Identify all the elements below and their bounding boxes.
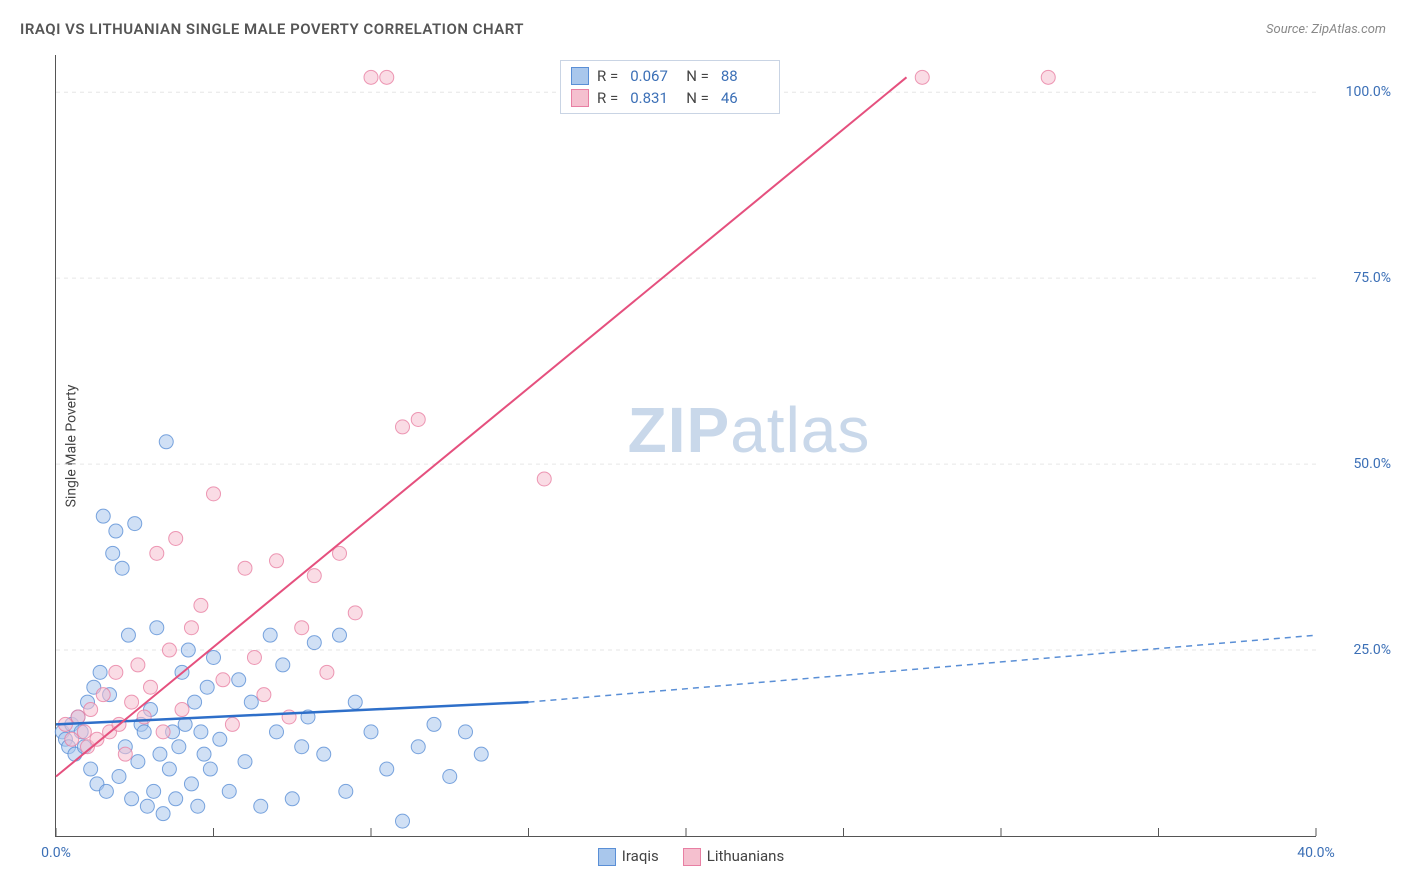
n-label: N =	[686, 89, 709, 107]
y-tick-label: 75.0%	[1353, 270, 1391, 286]
stats-legend-box: R = 0.067 N = 88 R = 0.831 N = 46	[560, 60, 780, 114]
legend-swatch-lithuanians	[683, 848, 701, 866]
y-tick-label: 100.0%	[1346, 84, 1391, 100]
n-label: N =	[686, 67, 709, 85]
legend-swatch-iraqis	[598, 848, 616, 866]
r-value-iraqis: 0.067	[630, 67, 674, 85]
x-tick-label: 0.0%	[41, 845, 71, 861]
legend-item-iraqis: Iraqis	[598, 847, 659, 866]
swatch-iraqis	[571, 67, 589, 85]
r-value-lithuanians: 0.831	[630, 89, 674, 107]
n-value-iraqis: 88	[721, 67, 765, 85]
stats-row-lithuanians: R = 0.831 N = 46	[571, 87, 769, 109]
r-label: R =	[597, 89, 618, 107]
swatch-lithuanians	[571, 89, 589, 107]
bottom-legend: Iraqis Lithuanians	[598, 847, 784, 866]
legend-label-iraqis: Iraqis	[622, 847, 659, 865]
chart-title: IRAQI VS LITHUANIAN SINGLE MALE POVERTY …	[20, 20, 524, 38]
legend-label-lithuanians: Lithuanians	[707, 847, 784, 865]
y-tick-label: 50.0%	[1353, 456, 1391, 472]
y-tick-label: 25.0%	[1353, 642, 1391, 658]
legend-item-lithuanians: Lithuanians	[683, 847, 784, 866]
stats-row-iraqis: R = 0.067 N = 88	[571, 65, 769, 87]
chart-svg	[56, 55, 1316, 836]
source-label: Source: ZipAtlas.com	[1266, 22, 1386, 37]
n-value-lithuanians: 46	[721, 89, 765, 107]
plot-area: ZIPatlas R = 0.067 N = 88 R = 0.831 N = …	[55, 55, 1316, 837]
r-label: R =	[597, 67, 618, 85]
x-tick-label: 40.0%	[1297, 845, 1335, 861]
